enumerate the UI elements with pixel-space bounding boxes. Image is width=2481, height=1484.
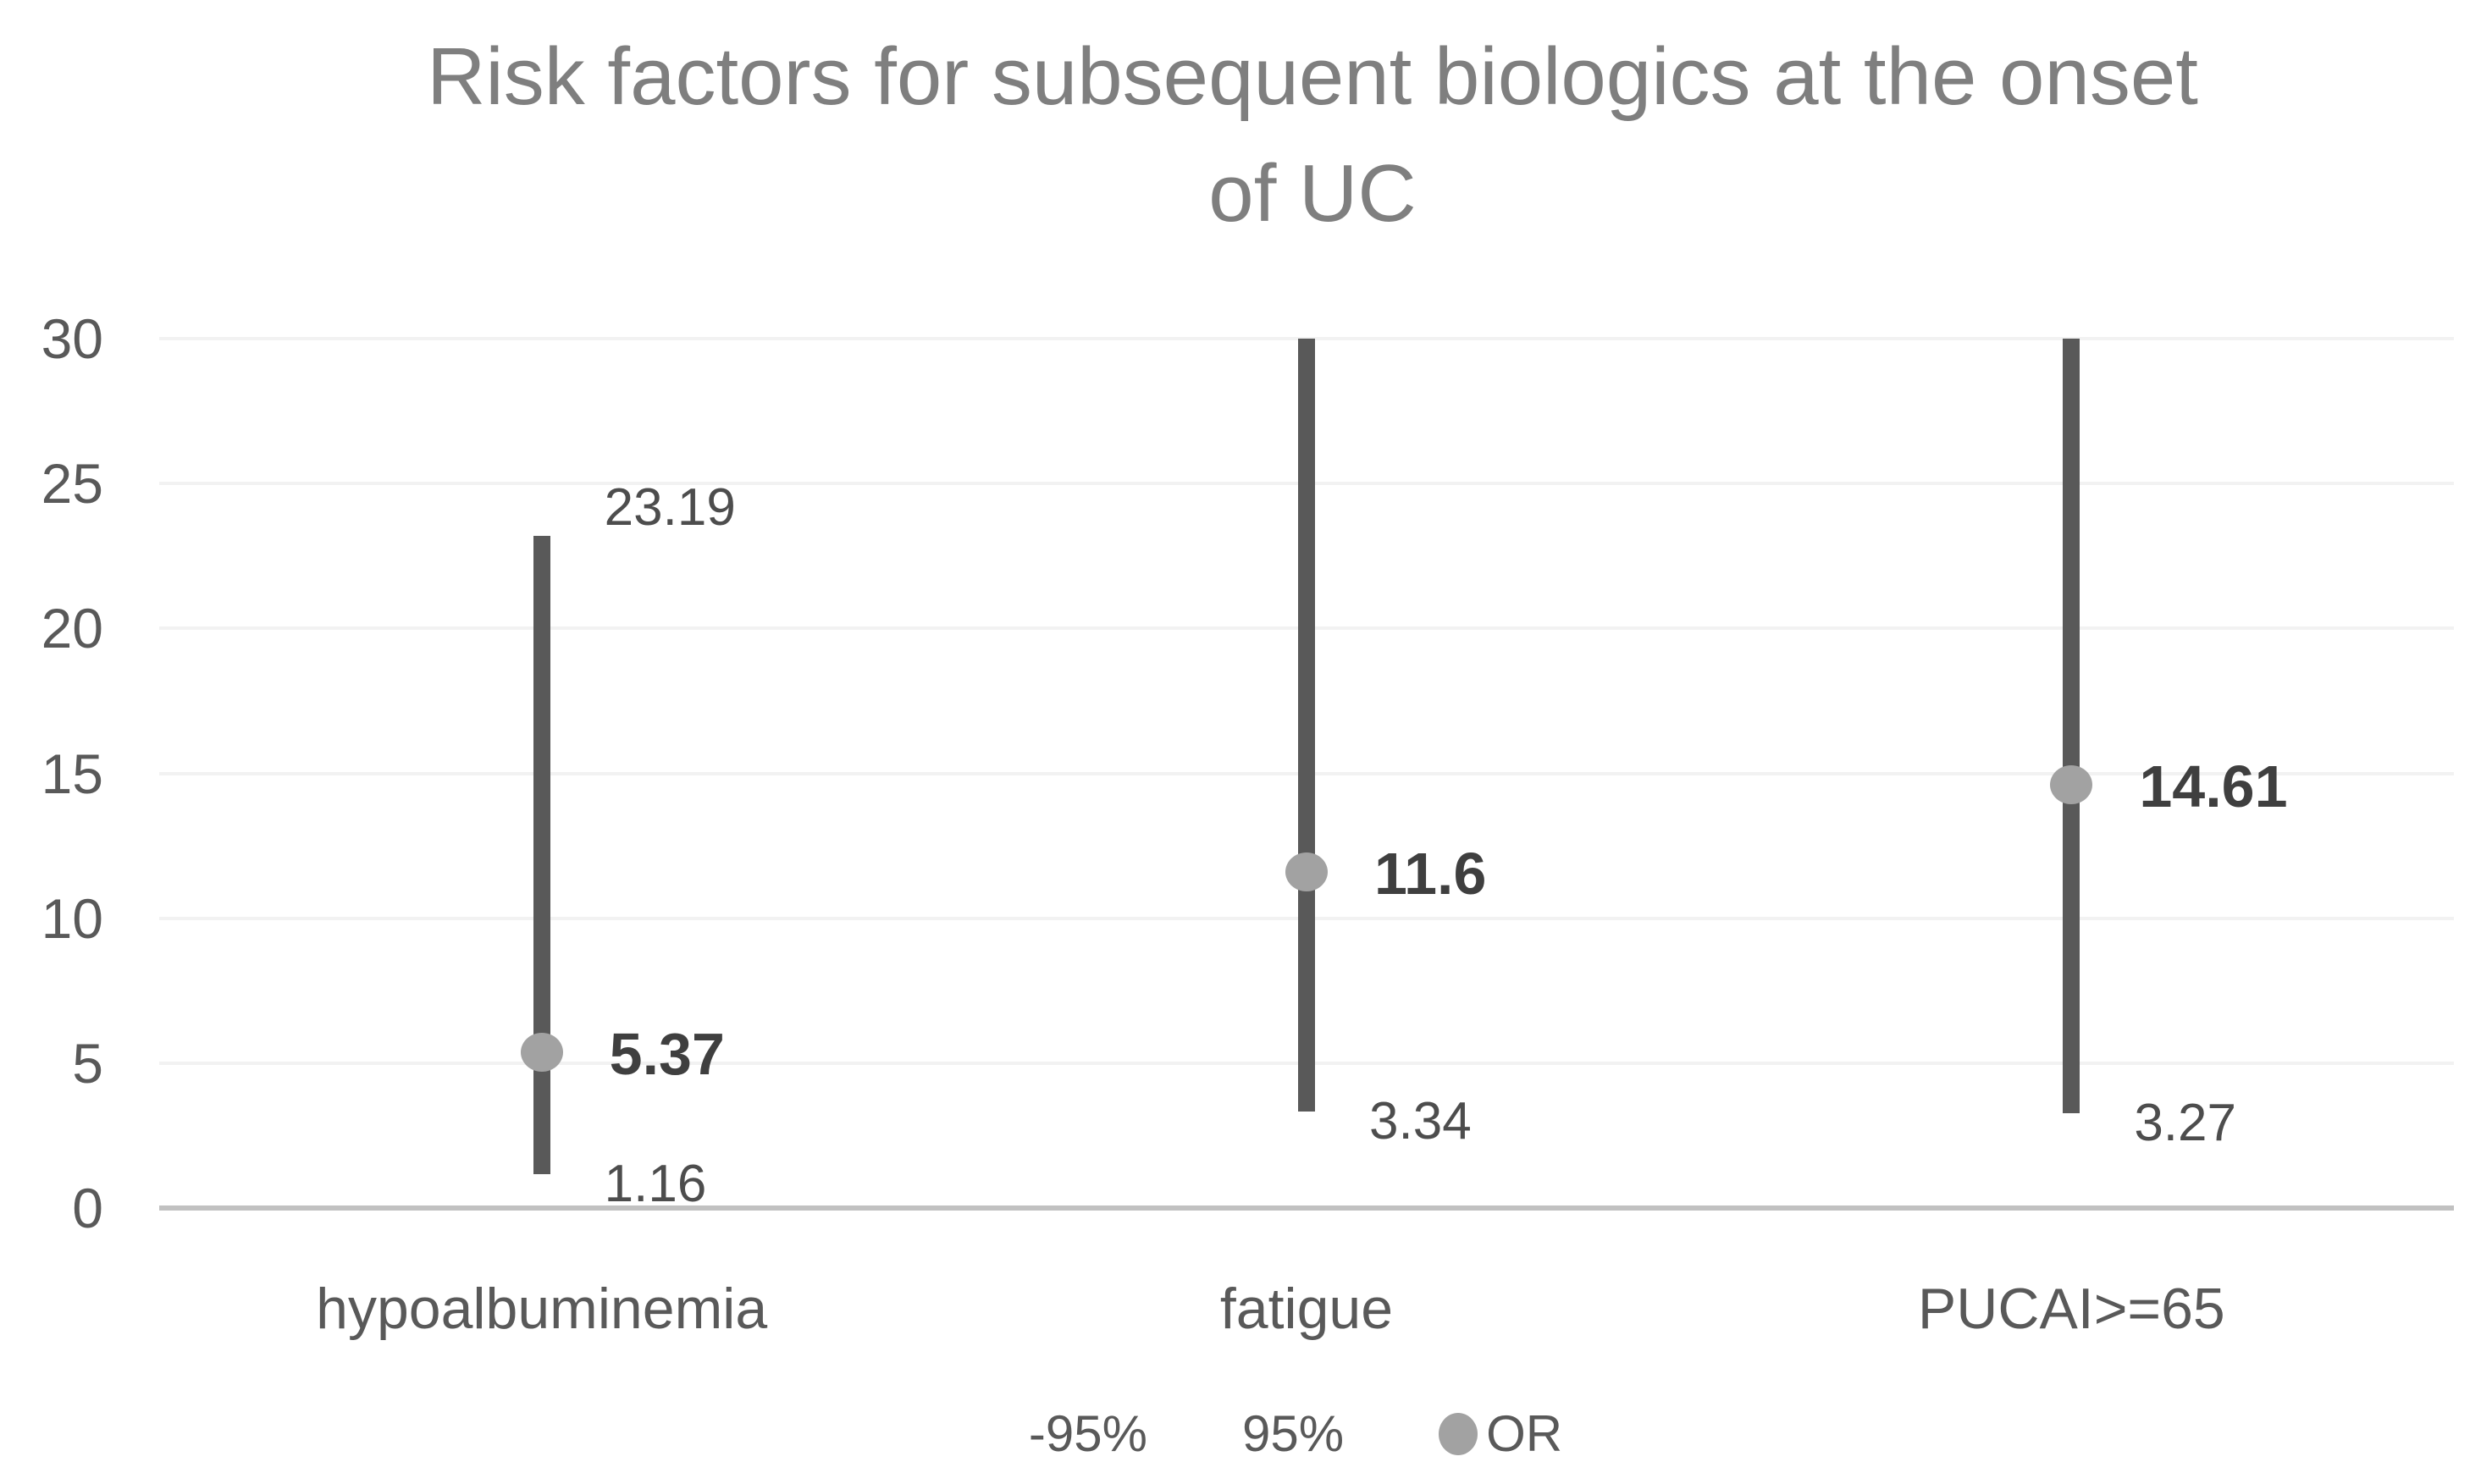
- or-value-label: 5.37: [609, 1021, 725, 1088]
- chart-title-line1: Risk factors for subsequent biologics at…: [427, 31, 2198, 122]
- category-label: fatigue: [1219, 1277, 1394, 1341]
- legend-label-or: OR: [1486, 1405, 1563, 1462]
- y-tick-label: 20: [41, 597, 103, 660]
- y-tick-label: 25: [41, 452, 103, 516]
- or-point-marker: [520, 1033, 563, 1073]
- ci-lower-label: 1.16: [604, 1155, 707, 1214]
- legend-item-or: OR: [1439, 1409, 1562, 1459]
- ci-upper-label: 23.19: [604, 478, 736, 538]
- ci-range-bar: [2063, 339, 2080, 1114]
- y-tick-label: 10: [41, 886, 103, 950]
- chart-title-line2: of UC: [1208, 148, 1417, 239]
- ci-range-bar: [1298, 339, 1315, 1112]
- or-value-label: 14.61: [2139, 753, 2288, 819]
- legend-label-lower-95: -95%: [1028, 1405, 1147, 1462]
- y-tick-label: 5: [72, 1031, 103, 1095]
- or-point-marker: [2050, 764, 2093, 804]
- y-tick-label: 0: [72, 1177, 103, 1239]
- y-tick-label: 15: [41, 742, 103, 805]
- legend-item-lower-95: -95%: [1029, 1409, 1147, 1459]
- ci-lower-label: 3.34: [1369, 1091, 1472, 1150]
- ci-range-bar: [533, 536, 550, 1175]
- category-label: PUCAI>=65: [1917, 1277, 2225, 1341]
- chart-legend: -95% 95% OR: [110, 1409, 2481, 1459]
- or-value-label: 11.6: [1374, 840, 1487, 907]
- or-point-marker: [1285, 852, 1328, 891]
- y-tick-label: 30: [41, 307, 103, 370]
- x-axis-line: [159, 1205, 2454, 1211]
- chart-title: Risk factors for subsequent biologics at…: [161, 19, 2464, 252]
- or-marker-icon: [1439, 1413, 1478, 1455]
- legend-item-upper-95: 95%: [1242, 1409, 1344, 1459]
- category-label: hypoalbuminemia: [316, 1277, 768, 1341]
- legend-label-upper-95: 95%: [1241, 1405, 1345, 1462]
- ci-lower-label: 3.27: [2134, 1094, 2236, 1153]
